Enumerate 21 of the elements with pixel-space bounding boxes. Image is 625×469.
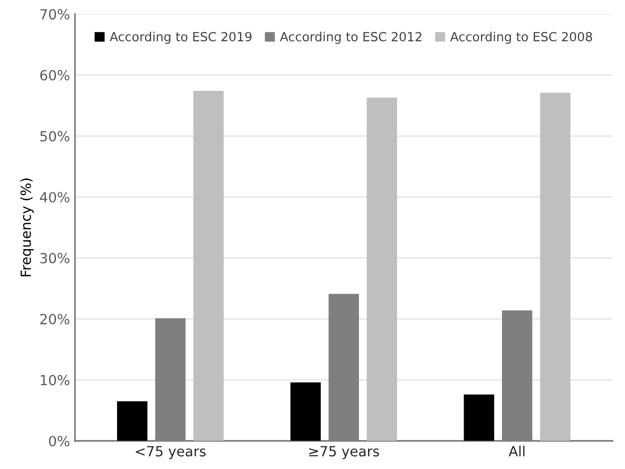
bar <box>290 382 321 441</box>
y-tick-label: 0% <box>49 436 70 446</box>
x-tick-label: ≥75 years <box>309 446 380 460</box>
bar <box>193 90 224 441</box>
y-tick-label: 20% <box>40 314 70 324</box>
x-tick-label: All <box>508 446 524 456</box>
bar <box>366 98 398 441</box>
legend-label: According to ESC 2008 <box>450 32 592 44</box>
bar <box>464 394 494 441</box>
y-tick-label: 10% <box>40 374 70 386</box>
legend-label: According to ESC 2019 <box>110 32 252 44</box>
legend-label: According to ESC 2012 <box>280 32 422 44</box>
y-tick-label: 70% <box>40 9 70 20</box>
bar <box>540 92 570 441</box>
bar <box>117 401 148 441</box>
y-tick-label: 40% <box>40 192 70 202</box>
y-tick-label: 30% <box>40 252 70 264</box>
y-axis-title: Frequency (%) <box>20 178 34 276</box>
y-tick-label: 50% <box>40 130 70 142</box>
x-tick-label: <75 years <box>136 446 206 460</box>
y-tick-label: 60% <box>40 70 70 81</box>
